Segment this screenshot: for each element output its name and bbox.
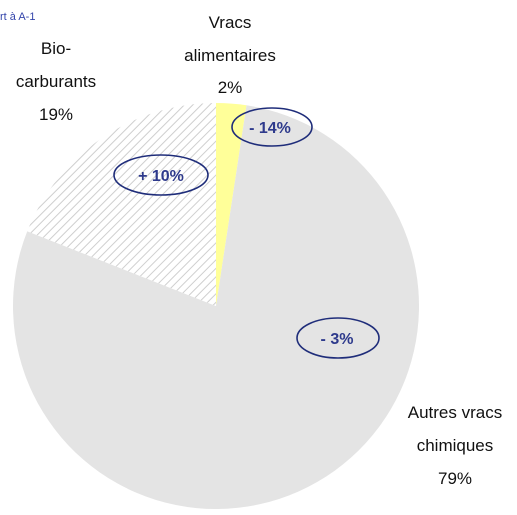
slice-label-bio-line2: carburants <box>16 72 96 91</box>
slice-label-vracs-line2: alimentaires <box>184 46 276 65</box>
pie-slice-autres-vracs-chimiques <box>13 105 420 509</box>
cutoff-note: rt à A-1 <box>0 11 35 23</box>
slice-label-vracs-line1: Vracs <box>209 13 252 32</box>
slice-label-autres-value: 79% <box>438 469 472 488</box>
slice-label-bio-value: 19% <box>39 105 73 124</box>
pie-slice-vracs-alimentaires <box>216 103 247 306</box>
pie-slice-bio-carburants <box>27 103 217 306</box>
change-badge-vracs: - 14% <box>231 107 313 147</box>
slice-label-vracs-value: 2% <box>218 78 243 97</box>
change-label-autres: - 3% <box>321 331 354 348</box>
change-ellipse <box>296 317 380 359</box>
slice-label-autres-line2: chimiques <box>417 436 494 455</box>
change-ellipse <box>113 154 209 196</box>
change-ellipse <box>231 107 313 147</box>
change-label-vracs: - 14% <box>249 120 291 137</box>
slice-label-bio-line1: Bio- <box>41 39 71 58</box>
pie-slices <box>13 103 420 509</box>
slice-label-autres-line1: Autres vracs <box>408 403 502 422</box>
change-label-bio: + 10% <box>138 168 184 185</box>
change-badge-bio: + 10% <box>113 154 209 196</box>
change-badge-autres: - 3% <box>296 317 380 359</box>
